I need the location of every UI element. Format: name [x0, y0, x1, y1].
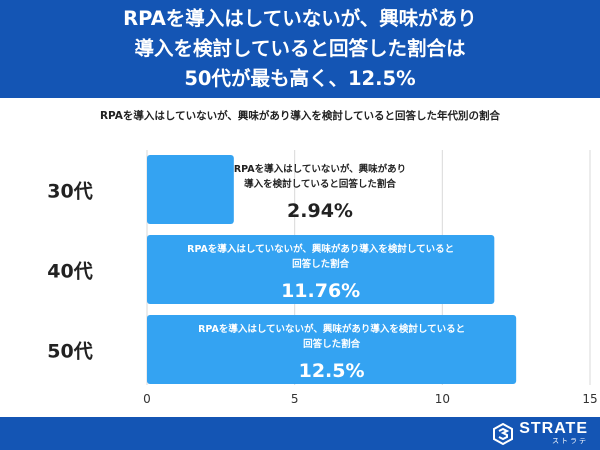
x-tick-label-0: 0 [143, 392, 151, 406]
bar-label-2-line-0: RPAを導入はしていないが、興味があり導入を検討していると [198, 323, 465, 335]
chart-subtitle: RPAを導入はしていないが、興味があり導入を検討していると回答した年代別の割合 [99, 110, 501, 122]
value-label-2: 12.5% [299, 360, 365, 382]
bar-label-2-line-1: 回答した割合 [303, 338, 361, 350]
strate-logo: STRATE ストラテ [492, 421, 588, 446]
bar-0 [147, 155, 234, 224]
strate-logo-icon [493, 422, 514, 445]
x-tick-label-1: 5 [291, 392, 299, 406]
value-label-0: 2.94% [287, 200, 353, 222]
category-label-1: 40代 [47, 261, 92, 283]
header-banner: RPAを導入はしていないが、興味があり 導入を検討していると回答した割合は 50… [0, 0, 600, 98]
bar-label-1-line-1: 回答した割合 [292, 258, 350, 270]
logo-subtext: ストラテ [552, 437, 588, 445]
x-tick-label-3: 15 [582, 392, 597, 406]
headline-line-3: 50代が最も高く、12.5% [184, 67, 416, 90]
headline-line-1: RPAを導入はしていないが、興味があり [123, 7, 477, 30]
bar-label-0-line-1: 導入を検討していると回答した割合 [244, 178, 396, 190]
x-tick-label-2: 10 [435, 392, 450, 406]
category-label-2: 50代 [47, 341, 92, 363]
bar-2 [147, 315, 517, 384]
category-label-0: 30代 [47, 181, 92, 203]
bar-label-1-line-0: RPAを導入はしていないが、興味があり導入を検討していると [187, 243, 454, 255]
footer-banner: STRATE ストラテ [0, 417, 600, 450]
bar-chart: 30代RPAを導入はしていないが、興味があり導入を検討していると回答した割合2.… [47, 150, 598, 406]
bar-label-0-line-0: RPAを導入はしていないが、興味があり [234, 163, 406, 175]
bar-1 [147, 235, 495, 304]
value-label-1: 11.76% [281, 280, 360, 302]
logo-text: STRATE [519, 420, 588, 437]
headline-line-2: 導入を検討していると回答した割合は [134, 37, 466, 60]
